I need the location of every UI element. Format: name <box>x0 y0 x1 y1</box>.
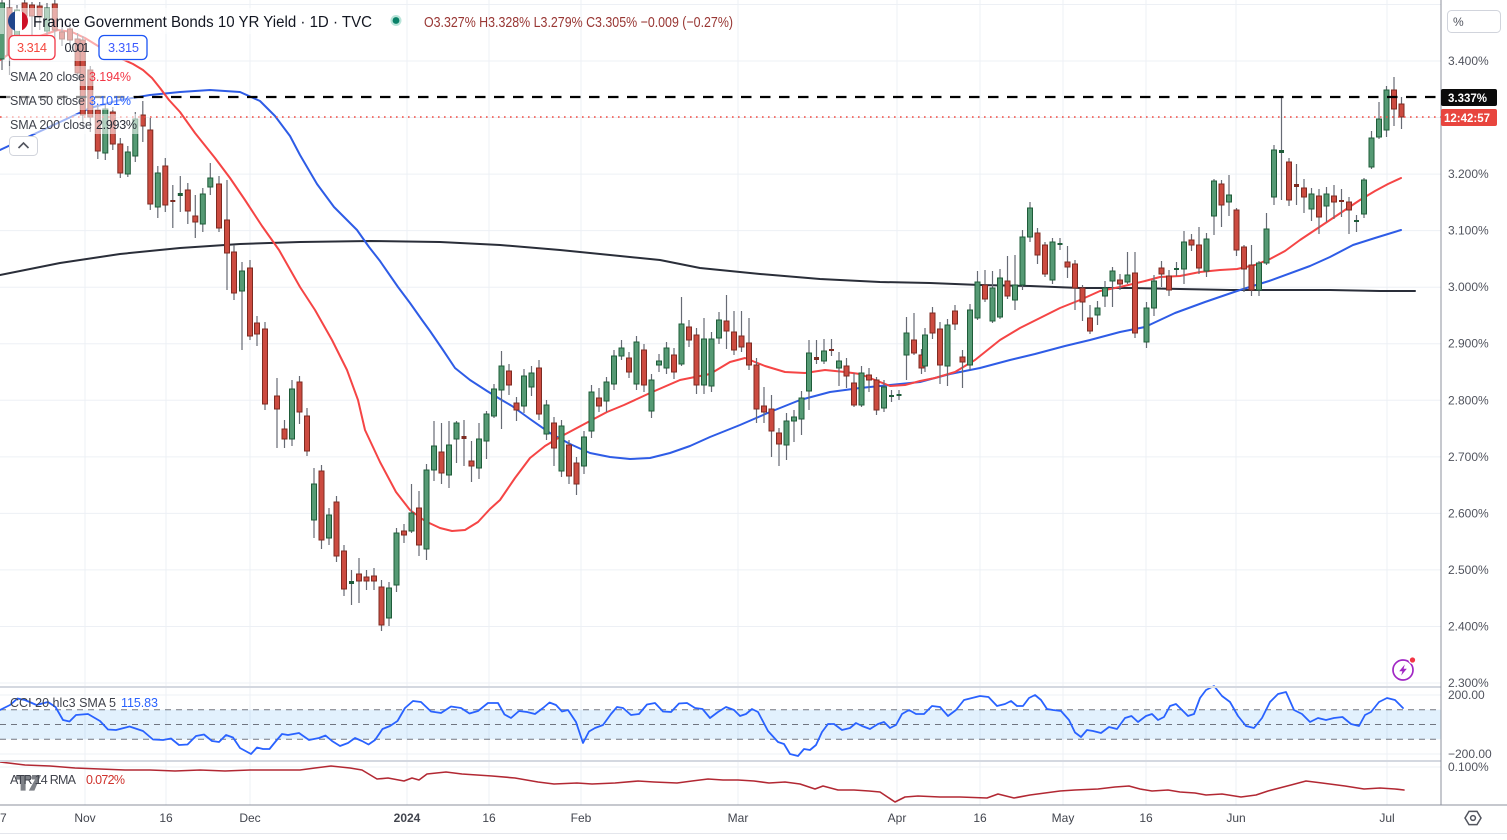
svg-text:Apr: Apr <box>888 811 907 825</box>
svg-text:16: 16 <box>159 811 173 825</box>
svg-text:Dec: Dec <box>239 811 260 825</box>
svg-text:16: 16 <box>973 811 987 825</box>
svg-text:Jun: Jun <box>1226 811 1245 825</box>
svg-text:2.900%: 2.900% <box>1448 337 1489 351</box>
svg-text:3.101%: 3.101% <box>89 94 131 108</box>
svg-text:CCI 20 hlc3 SMA 5: CCI 20 hlc3 SMA 5 <box>10 696 116 710</box>
svg-text:2.600%: 2.600% <box>1448 506 1489 520</box>
svg-text:Jul: Jul <box>1379 811 1394 825</box>
svg-text:3.000%: 3.000% <box>1448 280 1489 294</box>
svg-text:16: 16 <box>1139 811 1153 825</box>
svg-text:2024: 2024 <box>394 811 421 825</box>
svg-text:May: May <box>1052 811 1075 825</box>
svg-text:Mar: Mar <box>728 811 749 825</box>
svg-text:200.00: 200.00 <box>1448 688 1485 702</box>
svg-text:2.500%: 2.500% <box>1448 563 1489 577</box>
svg-text:2.800%: 2.800% <box>1448 393 1489 407</box>
svg-text:−200.00: −200.00 <box>1448 747 1492 761</box>
svg-text:3.400%: 3.400% <box>1448 54 1489 68</box>
svg-text:3.337%: 3.337% <box>1448 93 1487 105</box>
svg-text:2.400%: 2.400% <box>1448 620 1489 634</box>
svg-text:Feb: Feb <box>571 811 592 825</box>
svg-text:France Government Bonds 10 YR: France Government Bonds 10 YR Yield · 1D… <box>33 14 372 31</box>
svg-text:0.100%: 0.100% <box>1448 760 1489 774</box>
svg-text:115.83: 115.83 <box>121 696 158 710</box>
svg-text:0.001: 0.001 <box>65 40 90 55</box>
svg-text:3.194%: 3.194% <box>89 70 131 84</box>
svg-text:SMA 20 close: SMA 20 close <box>10 70 85 84</box>
svg-text:3.315: 3.315 <box>108 40 139 55</box>
svg-text:ATR 14 RMA: ATR 14 RMA <box>10 773 77 787</box>
svg-text:Nov: Nov <box>74 811 95 825</box>
svg-text:O3.327% H3.328% L3.279% C3.305: O3.327% H3.328% L3.279% C3.305% −0.009 (… <box>424 14 733 31</box>
svg-text:12:42:57: 12:42:57 <box>1444 113 1490 125</box>
svg-text:3.314: 3.314 <box>17 40 47 55</box>
svg-text:SMA 200 close: SMA 200 close <box>10 118 92 132</box>
svg-text:3.200%: 3.200% <box>1448 167 1489 181</box>
svg-text:2.700%: 2.700% <box>1448 450 1489 464</box>
svg-text:2.300%: 2.300% <box>1448 676 1489 690</box>
svg-text:SMA 50 close: SMA 50 close <box>10 94 85 108</box>
svg-text:%: % <box>1453 15 1464 29</box>
svg-text:3.100%: 3.100% <box>1448 224 1489 238</box>
svg-text:2.993%: 2.993% <box>96 118 137 132</box>
svg-text:0.072%: 0.072% <box>86 773 125 787</box>
svg-text:7: 7 <box>0 811 7 825</box>
svg-text:16: 16 <box>482 811 496 825</box>
